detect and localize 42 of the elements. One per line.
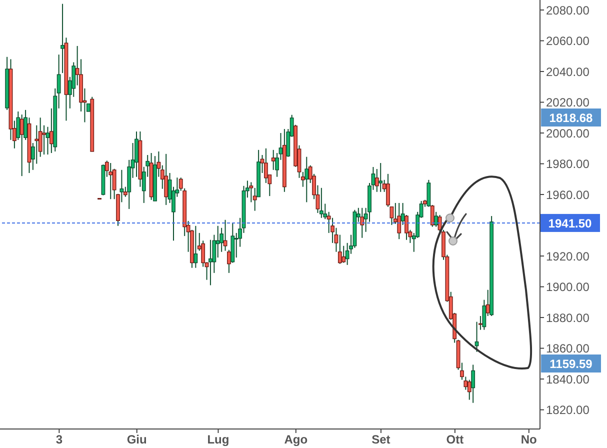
x-tick-label: No — [520, 432, 537, 447]
y-tick-label: 1840.00 — [546, 372, 590, 386]
y-tick-label: 2080.00 — [546, 3, 590, 18]
ref-line-label: 1941.50 — [548, 216, 592, 230]
y-tick-label: 1900.00 — [546, 280, 590, 294]
y-tick-label: 1980.00 — [546, 157, 590, 172]
x-tick-label: Ott — [446, 432, 464, 447]
candlestick — [378, 162, 383, 192]
y-tick-label: 1860.00 — [546, 342, 590, 356]
y-tick-label: 1880.00 — [546, 310, 590, 325]
y-tick-label: 2060.00 — [546, 34, 590, 48]
y-tick-label: 2040.00 — [546, 64, 590, 79]
candlestick — [42, 124, 46, 156]
x-tick-label: Ago — [284, 432, 308, 447]
candlestick — [271, 149, 276, 170]
candlestick — [360, 207, 364, 238]
x-tick-label: Set — [372, 432, 390, 447]
candlestick — [304, 156, 309, 203]
candlestick — [264, 148, 268, 184]
candlestick — [194, 225, 198, 268]
candlestick — [164, 153, 168, 206]
candlestick — [319, 187, 324, 218]
candlestick — [249, 182, 254, 203]
candlestick — [434, 211, 438, 228]
y-tick-label: 1960.00 — [546, 188, 590, 202]
candlestick — [60, 3, 64, 74]
candlestick — [397, 202, 402, 240]
candlestick — [46, 126, 50, 156]
candlestick — [20, 114, 24, 177]
text: 1818.68 — [549, 111, 594, 125]
x-tick-label: Lug — [207, 432, 230, 447]
candlestick — [34, 124, 39, 164]
text: 1159.59 — [550, 357, 593, 371]
y-tick-label: 1820.00 — [546, 403, 590, 418]
x-tick-label: 3 — [56, 432, 63, 447]
candlestick — [471, 364, 476, 404]
y-tick-label: 1920.00 — [546, 249, 590, 264]
candlestick — [342, 245, 346, 264]
y-tick-label: 2000.00 — [546, 126, 590, 140]
x-tick-label: Giu — [126, 432, 147, 447]
candlestick — [108, 162, 113, 200]
y-tick-label: 2020.00 — [546, 96, 590, 110]
